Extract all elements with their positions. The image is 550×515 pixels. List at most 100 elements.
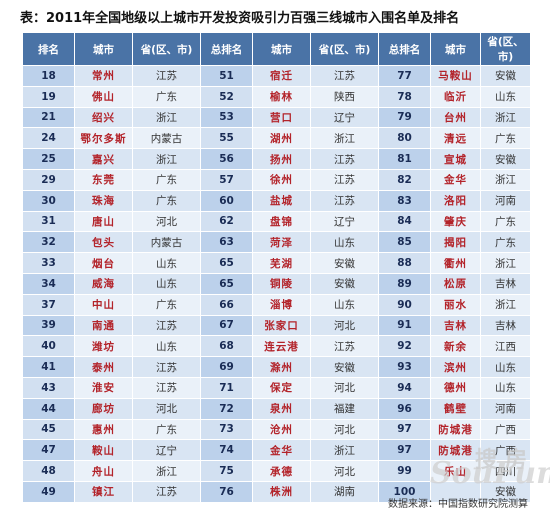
province-cell: 浙江 bbox=[310, 127, 379, 150]
province-cell: 河北 bbox=[310, 314, 379, 337]
city-cell: 湖州 bbox=[252, 127, 311, 150]
total-rank-cell: 90 bbox=[378, 293, 431, 316]
province-cell: 江西 bbox=[480, 335, 531, 358]
province-cell: 山东 bbox=[310, 293, 379, 316]
total-rank-cell: 72 bbox=[200, 397, 253, 420]
province-cell: 江苏 bbox=[132, 356, 201, 378]
province-cell: 河北 bbox=[132, 210, 201, 233]
province-cell: 湖南 bbox=[310, 480, 379, 503]
city-cell: 洛阳 bbox=[430, 189, 481, 212]
province-cell: 山东 bbox=[132, 252, 201, 274]
province-cell: 辽宁 bbox=[132, 439, 201, 462]
province-cell: 广东 bbox=[480, 127, 531, 150]
city-cell bbox=[430, 480, 481, 503]
rank-cell: 34 bbox=[22, 272, 75, 295]
rank-cell: 39 bbox=[22, 314, 75, 337]
rank-cell: 44 bbox=[22, 397, 75, 420]
city-cell: 舟山 bbox=[74, 460, 133, 482]
total-rank-cell: 78 bbox=[378, 85, 431, 108]
header-province: 省(区、市) bbox=[480, 32, 531, 66]
city-cell: 芜湖 bbox=[252, 252, 311, 274]
table-row: 19 佛山 广东 52 榆林 陕西 78 临沂 山东 bbox=[22, 85, 531, 108]
province-cell: 广东 bbox=[132, 189, 201, 212]
province-cell: 山东 bbox=[310, 231, 379, 254]
city-cell: 清远 bbox=[430, 127, 481, 150]
header-city: 城市 bbox=[74, 32, 133, 66]
province-cell: 河南 bbox=[480, 189, 531, 212]
province-cell: 江苏 bbox=[310, 335, 379, 358]
city-cell: 唐山 bbox=[74, 210, 133, 233]
city-cell: 台州 bbox=[430, 106, 481, 129]
city-cell: 鞍山 bbox=[74, 439, 133, 462]
table-title: 表：2011年全国地级以上城市开发投资吸引力百强三线城市入围名单及排名 bbox=[20, 11, 460, 26]
city-cell: 株洲 bbox=[252, 480, 311, 503]
header-province: 省(区、市) bbox=[132, 32, 201, 66]
total-rank-cell: 91 bbox=[378, 314, 431, 337]
province-cell: 四川 bbox=[480, 460, 531, 482]
total-rank-cell: 73 bbox=[200, 418, 253, 441]
total-rank-cell: 99 bbox=[378, 460, 431, 482]
province-cell: 安徽 bbox=[480, 480, 531, 503]
province-cell: 浙江 bbox=[480, 293, 531, 316]
table-row: 49 镇江 江苏 76 株洲 湖南 100 安徽 bbox=[22, 480, 531, 503]
rank-cell: 29 bbox=[22, 168, 75, 191]
table-row: 29 东莞 广东 57 徐州 江苏 82 金华 浙江 bbox=[22, 168, 531, 191]
total-rank-cell: 94 bbox=[378, 376, 431, 399]
header-city: 城市 bbox=[252, 32, 311, 66]
city-cell: 营口 bbox=[252, 106, 311, 129]
province-cell: 浙江 bbox=[132, 148, 201, 170]
city-cell: 张家口 bbox=[252, 314, 311, 337]
city-cell: 松原 bbox=[430, 272, 481, 295]
province-cell: 浙江 bbox=[132, 460, 201, 482]
rank-cell: 32 bbox=[22, 231, 75, 254]
total-rank-cell: 57 bbox=[200, 168, 253, 191]
city-cell: 滨州 bbox=[430, 356, 481, 378]
city-cell: 肇庆 bbox=[430, 210, 481, 233]
city-cell: 扬州 bbox=[252, 148, 311, 170]
province-cell: 安徽 bbox=[480, 65, 531, 87]
table-row: 34 威海 山东 65 铜陵 安徽 89 松原 吉林 bbox=[22, 272, 531, 295]
rank-cell: 37 bbox=[22, 293, 75, 316]
province-cell: 河北 bbox=[310, 418, 379, 441]
total-rank-cell: 83 bbox=[378, 189, 431, 212]
rank-cell: 19 bbox=[22, 85, 75, 108]
rank-cell: 49 bbox=[22, 480, 75, 503]
rank-cell: 33 bbox=[22, 252, 75, 274]
city-cell: 珠海 bbox=[74, 189, 133, 212]
total-rank-cell: 88 bbox=[378, 252, 431, 274]
ranking-table: 排名 城市 省(区、市) 总排名 城市 省(区、市) 总排名 城市 省(区、市)… bbox=[22, 32, 531, 503]
province-cell: 河北 bbox=[310, 376, 379, 399]
rank-cell: 48 bbox=[22, 460, 75, 482]
rank-cell: 43 bbox=[22, 376, 75, 399]
total-rank-cell: 65 bbox=[200, 272, 253, 295]
rank-cell: 41 bbox=[22, 356, 75, 378]
total-rank-cell: 84 bbox=[378, 210, 431, 233]
city-cell: 镇江 bbox=[74, 480, 133, 503]
province-cell: 山东 bbox=[132, 272, 201, 295]
rank-cell: 47 bbox=[22, 439, 75, 462]
total-rank-cell: 89 bbox=[378, 272, 431, 295]
province-cell: 河南 bbox=[480, 397, 531, 420]
city-cell: 淄博 bbox=[252, 293, 311, 316]
total-rank-cell: 75 bbox=[200, 460, 253, 482]
province-cell: 山东 bbox=[480, 376, 531, 399]
city-cell: 嘉兴 bbox=[74, 148, 133, 170]
total-rank-cell: 81 bbox=[378, 148, 431, 170]
city-cell: 连云港 bbox=[252, 335, 311, 358]
city-cell: 宣城 bbox=[430, 148, 481, 170]
province-cell: 广东 bbox=[132, 418, 201, 441]
province-cell: 安徽 bbox=[310, 252, 379, 274]
rank-cell: 40 bbox=[22, 335, 75, 358]
total-rank-cell: 62 bbox=[200, 210, 253, 233]
total-rank-cell: 92 bbox=[378, 335, 431, 358]
rank-cell: 31 bbox=[22, 210, 75, 233]
city-cell: 南通 bbox=[74, 314, 133, 337]
city-cell: 淮安 bbox=[74, 376, 133, 399]
total-rank-cell: 53 bbox=[200, 106, 253, 129]
total-rank-cell: 97 bbox=[378, 439, 431, 462]
city-cell: 滁州 bbox=[252, 356, 311, 378]
city-cell: 防城港 bbox=[430, 418, 481, 441]
city-cell: 保定 bbox=[252, 376, 311, 399]
table-row: 43 淮安 江苏 71 保定 河北 94 德州 山东 bbox=[22, 376, 531, 399]
city-cell: 金华 bbox=[252, 439, 311, 462]
